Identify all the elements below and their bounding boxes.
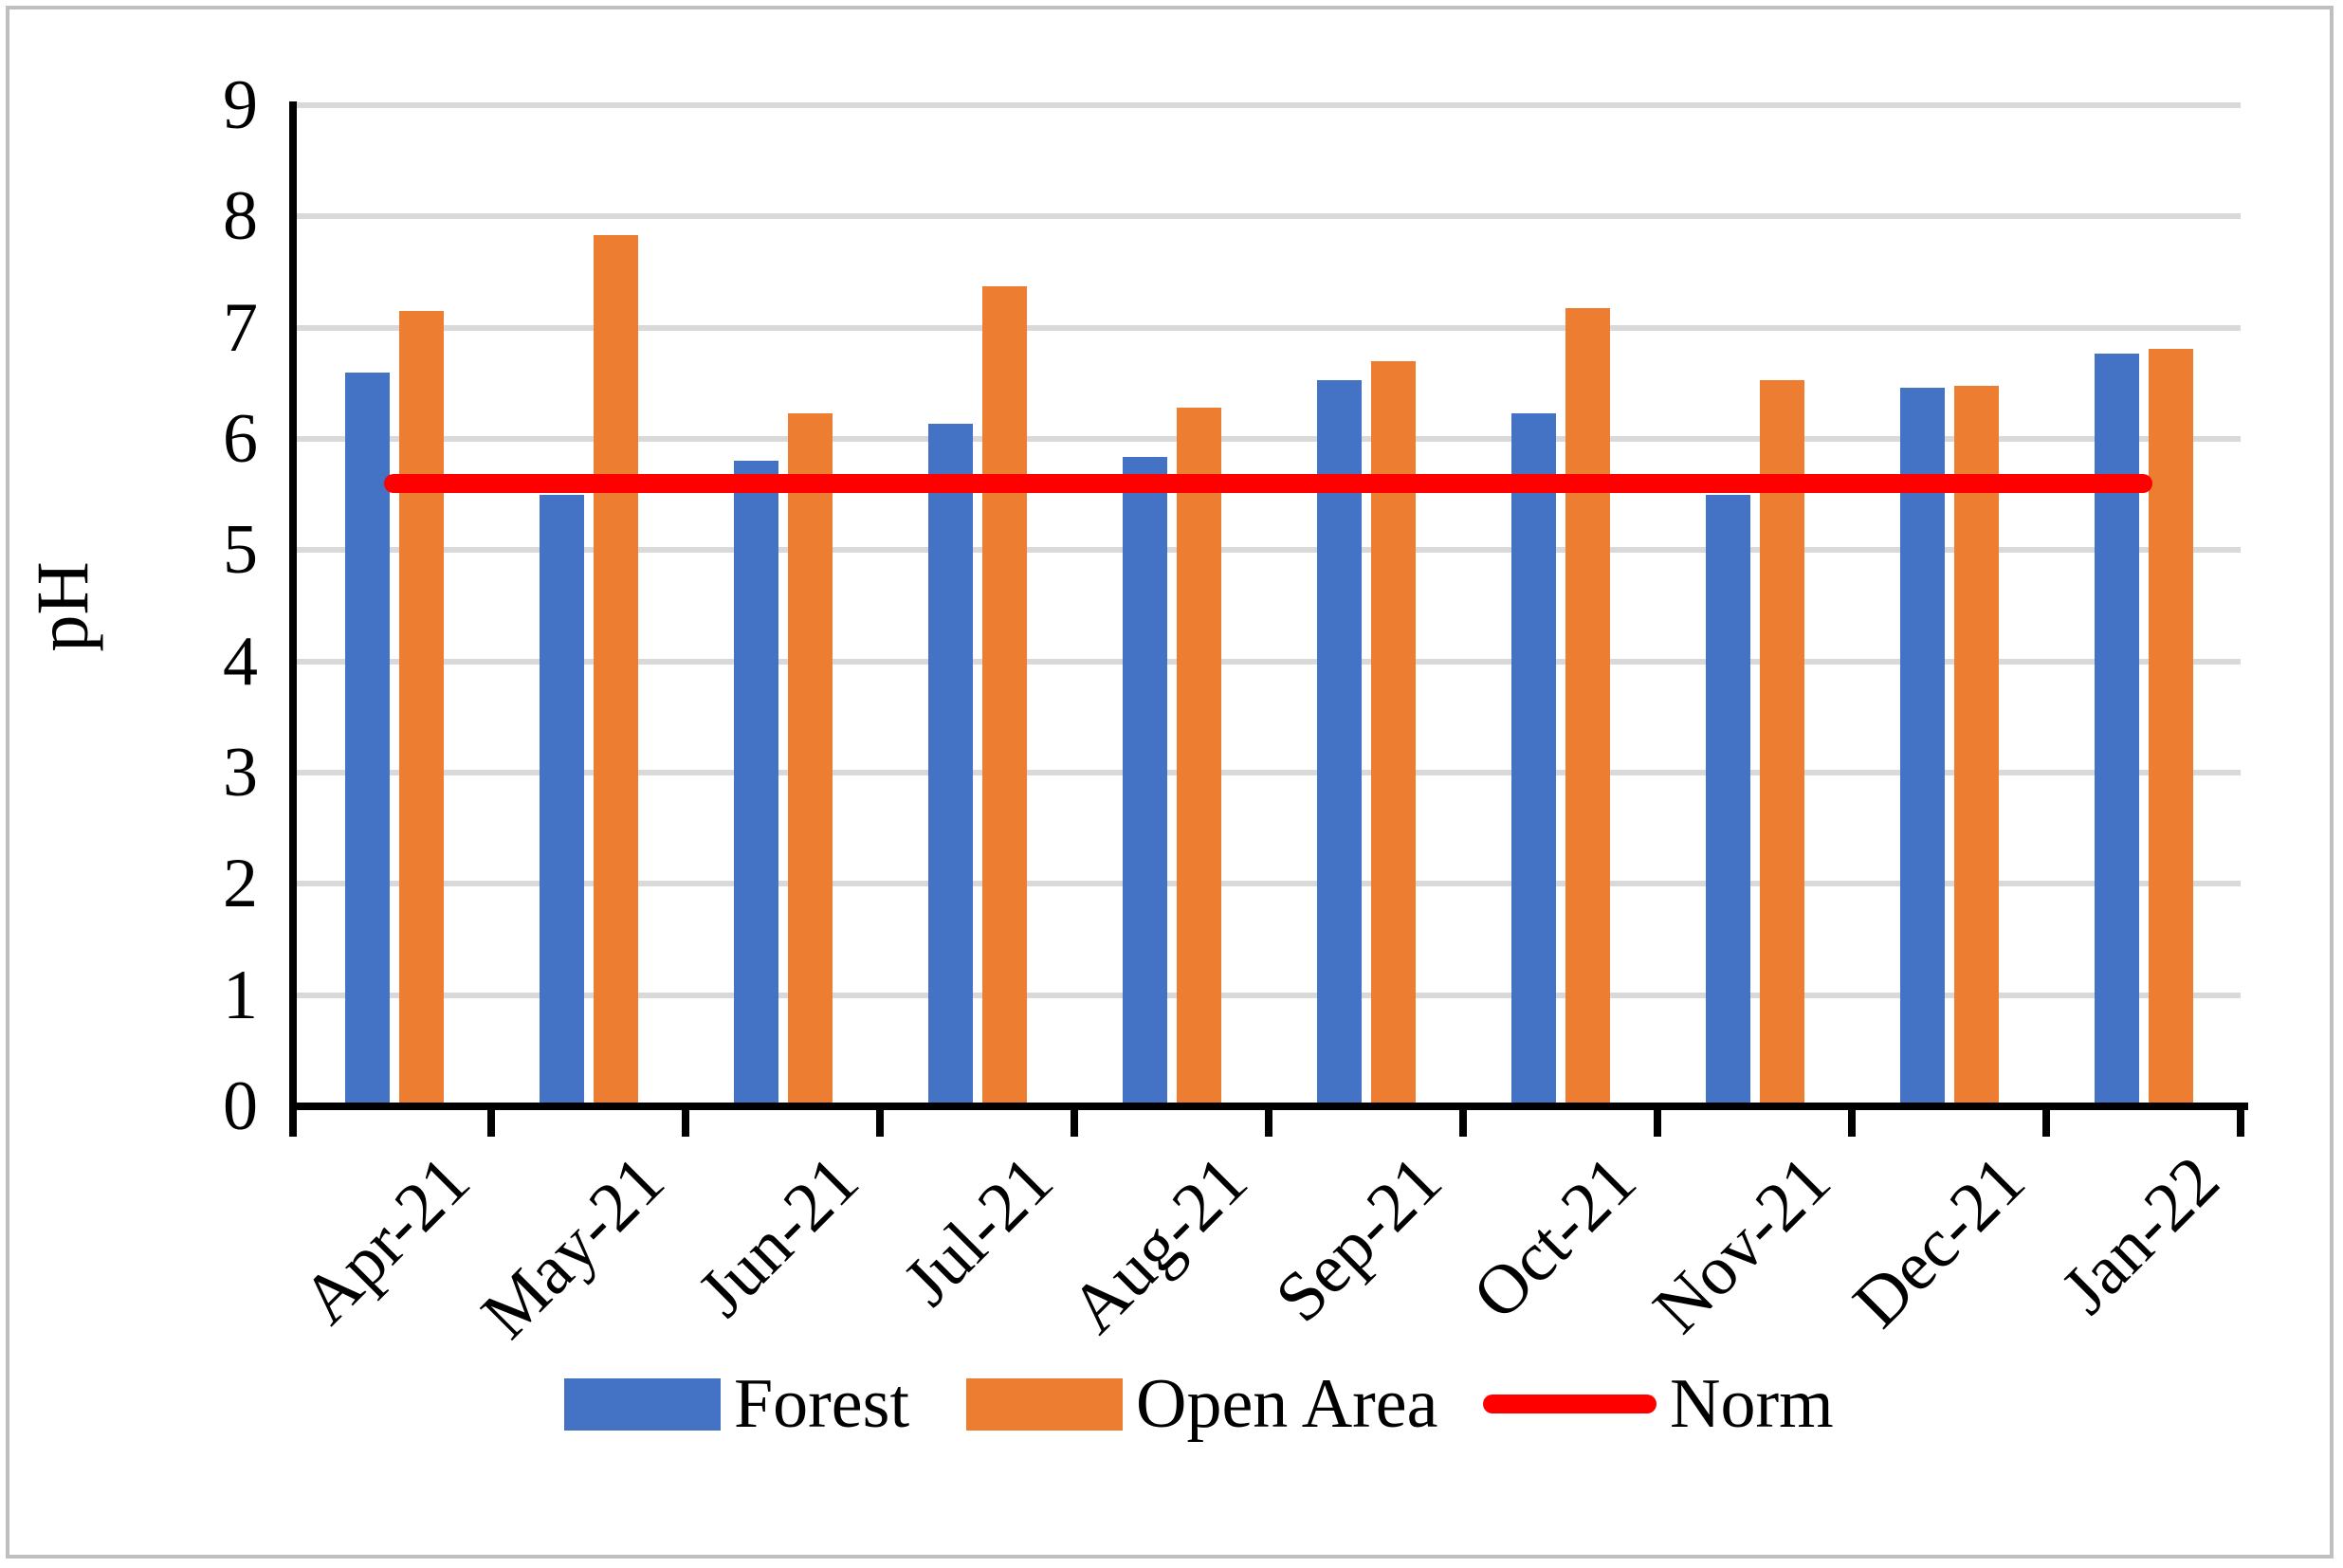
norm-line	[384, 473, 2152, 493]
legend-item-open-area: Open Area	[966, 1365, 1438, 1443]
x-tick-label-may-21: May-21	[466, 1141, 679, 1354]
legend-label-forest: Forest	[734, 1365, 909, 1443]
gridline-ph-9	[297, 102, 2241, 108]
gridline-ph-4	[297, 658, 2241, 665]
y-tick-label-8: 8	[223, 177, 258, 256]
y-axis-line	[289, 101, 297, 1137]
gridline-ph-8	[297, 213, 2241, 220]
x-tick-label-sep-21: Sep-21	[1260, 1141, 1456, 1338]
legend-label-open-area: Open Area	[1136, 1365, 1438, 1443]
open-area-bar-may-21	[593, 235, 638, 1106]
x-axis-line	[289, 1103, 2248, 1110]
y-tick-label-2: 2	[223, 845, 258, 923]
gridline-ph-1	[297, 992, 2241, 998]
x-tick-label-nov-21: Nov-21	[1638, 1141, 1845, 1349]
legend-item-norm: Norm	[1483, 1365, 1834, 1443]
x-axis-tick-7	[1654, 1110, 1661, 1137]
y-tick-label-7: 7	[223, 288, 258, 367]
x-tick-label-jul-21: Jul-21	[888, 1141, 1068, 1321]
x-axis-tick-5	[1265, 1110, 1272, 1137]
legend-swatch-forest	[564, 1377, 721, 1431]
forest-bar-dec-21	[1899, 388, 1945, 1106]
legend-swatch-open-area	[966, 1377, 1123, 1431]
gridline-ph-6	[297, 436, 2241, 442]
forest-bar-sep-21	[1316, 379, 1362, 1106]
forest-bar-jul-21	[927, 423, 973, 1106]
y-tick-label-0: 0	[223, 1067, 258, 1145]
x-tick-label-dec-21: Dec-21	[1838, 1141, 2040, 1343]
x-tick-label-aug-21: Aug-21	[1054, 1141, 1262, 1349]
x-tick-label-jun-21: Jun-21	[683, 1141, 873, 1332]
x-tick-label-jan-22: Jan-22	[2046, 1141, 2234, 1329]
open-area-bar-nov-21	[1759, 379, 1804, 1106]
x-axis-tick-8	[1848, 1110, 1856, 1137]
legend-label-norm: Norm	[1670, 1365, 1834, 1443]
y-tick-label-9: 9	[223, 66, 258, 144]
legend-swatch-norm	[1483, 1395, 1657, 1413]
open-area-bar-apr-21	[398, 311, 444, 1106]
x-axis-tick-3	[876, 1110, 884, 1137]
open-area-bar-oct-21	[1565, 307, 1610, 1106]
gridline-ph-3	[297, 770, 2241, 775]
forest-bar-jun-21	[733, 461, 778, 1106]
x-axis-tick-2	[682, 1110, 689, 1137]
forest-bar-may-21	[539, 494, 584, 1106]
x-axis-tick-10	[2237, 1110, 2244, 1137]
open-area-bar-dec-21	[1953, 385, 1999, 1106]
forest-bar-aug-21	[1122, 456, 1167, 1106]
forest-bar-oct-21	[1510, 413, 1556, 1106]
x-tick-label-apr-21: Apr-21	[286, 1141, 485, 1340]
open-area-bar-sep-21	[1370, 360, 1416, 1106]
open-area-bar-aug-21	[1176, 408, 1221, 1106]
y-tick-label-6: 6	[223, 400, 258, 478]
open-area-bar-jan-22	[2148, 348, 2193, 1106]
legend-item-forest: Forest	[564, 1365, 909, 1443]
gridline-ph-2	[297, 881, 2241, 887]
forest-bar-nov-21	[1705, 494, 1750, 1106]
open-area-bar-jun-21	[787, 413, 833, 1106]
y-tick-label-5: 5	[223, 511, 258, 590]
x-axis-tick-4	[1071, 1110, 1078, 1137]
x-axis-tick-9	[2042, 1110, 2050, 1137]
gridline-ph-7	[297, 324, 2241, 331]
x-tick-label-oct-21: Oct-21	[1457, 1141, 1651, 1335]
open-area-bar-jul-21	[981, 286, 1027, 1106]
x-axis-tick-6	[1459, 1110, 1467, 1137]
y-tick-label-4: 4	[223, 622, 258, 701]
y-tick-label-1: 1	[223, 956, 258, 1034]
y-tick-label-3: 3	[223, 734, 258, 811]
forest-bar-jan-22	[2094, 353, 2139, 1106]
gridline-ph-5	[297, 547, 2241, 554]
forest-bar-apr-21	[344, 372, 390, 1106]
x-axis-tick-1	[487, 1110, 495, 1137]
